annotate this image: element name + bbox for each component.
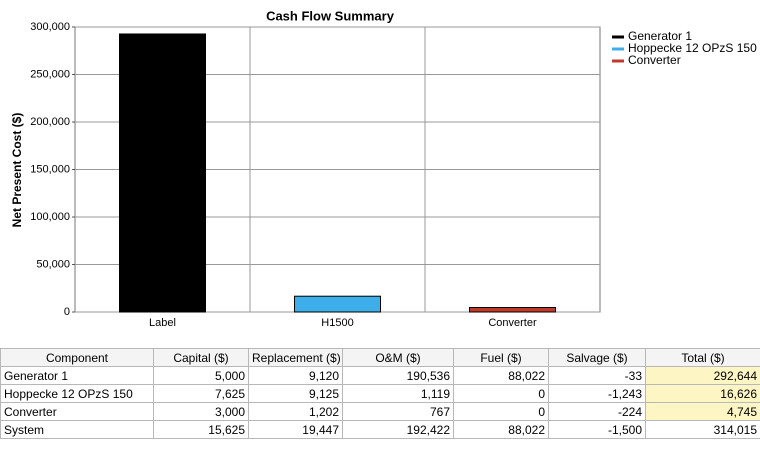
table-row: Converter 3,000 1,202 767 0 -224 4,745: [0, 402, 760, 421]
value-cell: 0: [453, 384, 549, 403]
header-row: Component Capital ($) Replacement ($) O&M (…: [0, 348, 760, 367]
value-cell: 19,447: [248, 420, 343, 439]
value-cell: 767: [342, 402, 454, 421]
column-header: Salvage ($): [548, 348, 646, 367]
value-cell: -1,243: [548, 384, 646, 403]
value-cell: 9,125: [248, 384, 343, 403]
column-header: O&M ($): [342, 348, 454, 367]
value-cell: 0: [453, 402, 549, 421]
component-cell: Generator 1: [0, 366, 154, 385]
value-cell: 190,536: [342, 366, 454, 385]
bar: [469, 306, 556, 313]
x-tick-label: Label: [149, 317, 176, 329]
value-cell: 88,022: [453, 420, 549, 439]
column-header: Component: [0, 348, 154, 367]
column-header: Replacement ($): [248, 348, 343, 367]
value-cell: 9,120: [248, 366, 343, 385]
value-cell: 5,000: [153, 366, 249, 385]
value-cell: -224: [548, 402, 646, 421]
y-tick-label: 100,000: [30, 211, 70, 223]
x-tick-label: Converter: [488, 317, 537, 329]
x-tick-label: H1500: [321, 317, 353, 329]
value-cell: 292,644: [645, 366, 760, 385]
legend-label: Generator 1: [628, 29, 692, 43]
bar: [119, 33, 206, 313]
table-row: System 15,625 19,447 192,422 88,022 -1,500 314…: [0, 420, 760, 439]
value-cell: 192,422: [342, 420, 454, 439]
y-tick-label: 250,000: [30, 68, 70, 80]
column-header: Capital ($): [153, 348, 249, 367]
y-tick-label: 50,000: [36, 258, 70, 270]
value-cell: -1,500: [548, 420, 646, 439]
y-tick-label: 0: [64, 306, 70, 318]
y-tick-label: 150,000: [30, 163, 70, 175]
value-cell: 3,000: [153, 402, 249, 421]
value-cell: 15,625: [153, 420, 249, 439]
value-cell: 7,625: [153, 384, 249, 403]
y-axis-label: Net Present Cost ($): [10, 113, 24, 228]
component-cell: Converter: [0, 402, 154, 421]
table-row: Hoppecke 12 OPzS 150 7,625 9,125 1,119 0 -1,2…: [0, 384, 760, 403]
value-cell: 1,119: [342, 384, 454, 403]
component-cell: System: [0, 420, 154, 439]
column-header: Fuel ($): [453, 348, 549, 367]
chart-title: Cash Flow Summary: [266, 8, 395, 23]
value-cell: 88,022: [453, 366, 549, 385]
table-row: Generator 1 5,000 9,120 190,536 88,022 -33 292…: [0, 366, 760, 385]
legend-label: Hoppecke 12 OPzS 150: [628, 41, 757, 55]
value-cell: 314,015: [645, 420, 760, 439]
column-header: Total ($): [645, 348, 760, 367]
y-tick-label: 300,000: [30, 21, 70, 33]
component-cell: Hoppecke 12 OPzS 150: [0, 384, 154, 403]
value-cell: -33: [548, 366, 646, 385]
value-cell: 16,626: [645, 384, 760, 403]
cost-table: Component Capital ($) Replacement ($) O&M (…: [0, 348, 760, 439]
legend-label: Converter: [628, 53, 681, 67]
bar: [294, 295, 381, 313]
value-cell: 1,202: [248, 402, 343, 421]
chart: Cash Flow Summary Net Present Cost ($) 0…: [10, 8, 757, 329]
value-cell: 4,745: [645, 402, 760, 421]
y-tick-label: 200,000: [30, 116, 70, 128]
